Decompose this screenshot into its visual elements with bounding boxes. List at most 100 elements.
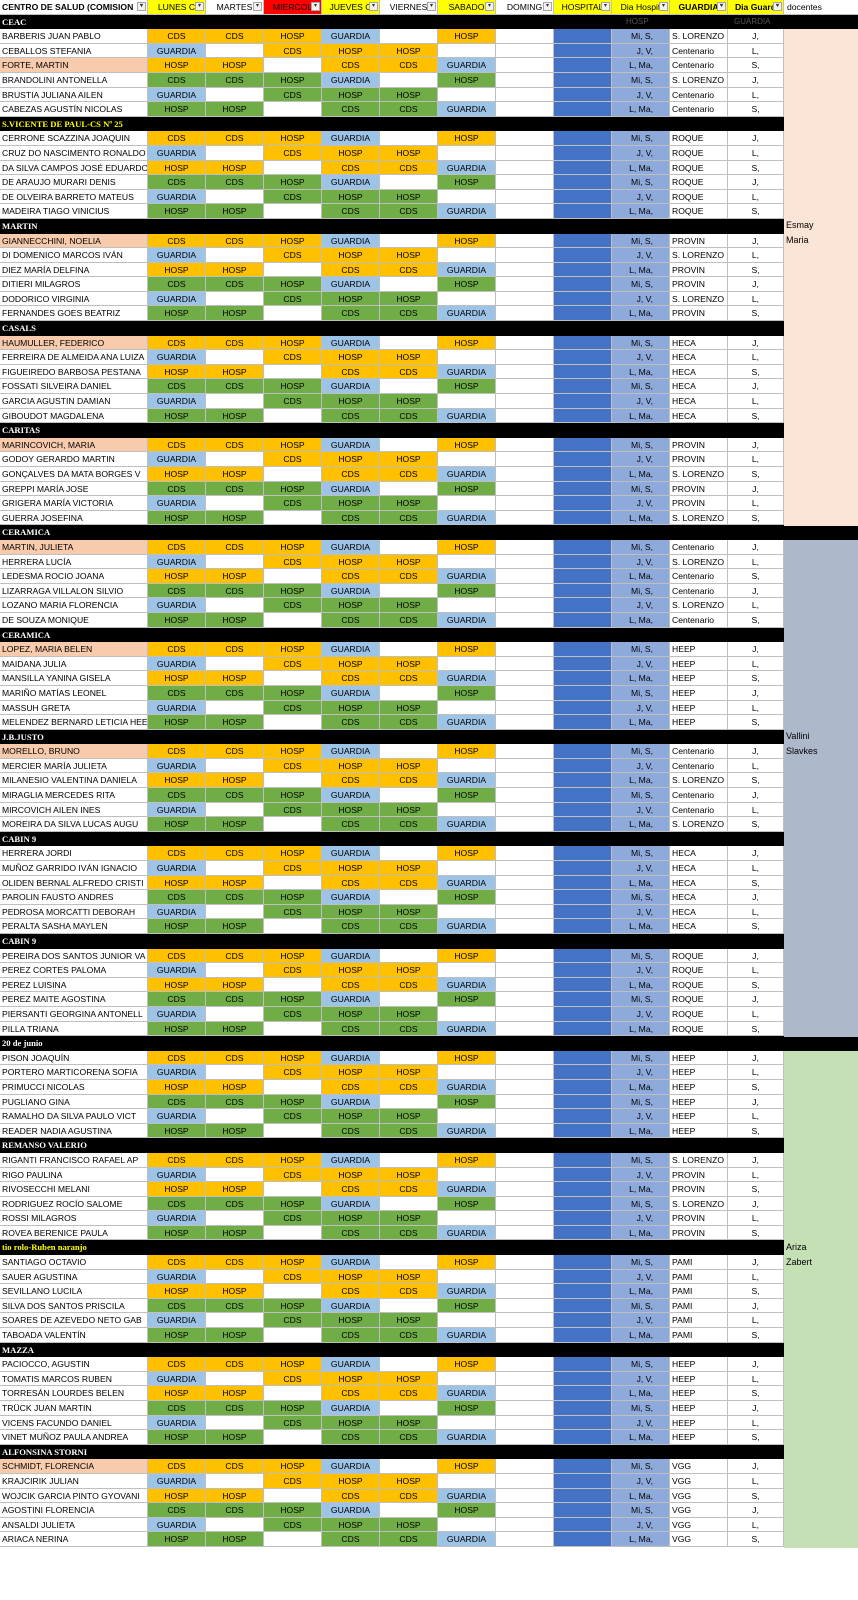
day-cell-jueves[interactable]: HOSP xyxy=(322,1269,380,1285)
student-name[interactable]: ROSSI MILAGROS xyxy=(0,1211,148,1226)
day-cell-domingo[interactable] xyxy=(496,467,554,482)
day-cell-miercoles[interactable]: CDS xyxy=(264,598,322,613)
dia-hospital-cell[interactable]: L, Ma, xyxy=(612,510,670,526)
dia-hospital-cell[interactable]: Mi, S, xyxy=(612,1459,670,1474)
day-cell-viernes[interactable]: HOSP xyxy=(380,350,438,365)
day-cell-miercoles[interactable]: HOSP xyxy=(264,72,322,88)
day-cell-jueves[interactable]: HOSP xyxy=(322,904,380,920)
dia-guardia-cell[interactable]: L, xyxy=(728,1006,784,1022)
day-cell-jueves[interactable]: CDS xyxy=(322,1532,380,1547)
day-cell-martes[interactable]: CDS xyxy=(206,1298,264,1314)
day-cell-domingo[interactable] xyxy=(496,131,554,146)
guardia-cell[interactable]: PROVIN xyxy=(670,1211,728,1226)
student-name[interactable]: RIGANTI FRANCISCO RAFAEL AP xyxy=(0,1152,148,1168)
day-cell-lunes[interactable]: GUARDIA xyxy=(148,189,206,205)
dia-guardia-cell[interactable]: S, xyxy=(728,102,784,117)
day-cell-lunes[interactable]: HOSP xyxy=(148,160,206,176)
day-cell-domingo[interactable] xyxy=(496,1357,554,1372)
day-cell-sabado[interactable] xyxy=(438,87,496,103)
day-cell-sabado[interactable]: HOSP xyxy=(438,1152,496,1168)
day-cell-sabado[interactable]: GUARDIA xyxy=(438,773,496,789)
day-cell-viernes[interactable]: CDS xyxy=(380,612,438,628)
dia-hospital-cell[interactable]: Mi, S, xyxy=(612,1255,670,1270)
hospital-cell[interactable] xyxy=(554,1517,612,1533)
day-cell-domingo[interactable] xyxy=(496,1386,554,1401)
day-cell-jueves[interactable]: GUARDIA xyxy=(322,437,380,453)
day-cell-lunes[interactable]: CDS xyxy=(148,335,206,351)
day-cell-martes[interactable]: CDS xyxy=(206,992,264,1007)
day-cell-viernes[interactable]: CDS xyxy=(380,306,438,322)
day-cell-miercoles[interactable]: HOSP xyxy=(264,277,322,292)
day-cell-lunes[interactable]: GUARDIA xyxy=(148,963,206,978)
day-cell-domingo[interactable] xyxy=(496,437,554,453)
day-cell-viernes[interactable] xyxy=(380,846,438,862)
student-name[interactable]: PACIOCCO, AGUSTIN xyxy=(0,1357,148,1372)
dia-hospital-cell[interactable]: Mi, S, xyxy=(612,481,670,497)
day-cell-miercoles[interactable]: HOSP xyxy=(264,175,322,190)
day-cell-martes[interactable]: HOSP xyxy=(206,1386,264,1401)
day-cell-martes[interactable]: CDS xyxy=(206,233,264,249)
day-cell-sabado[interactable] xyxy=(438,904,496,920)
guardia-cell[interactable]: S. LORENZO xyxy=(670,598,728,613)
hospital-cell[interactable] xyxy=(554,306,612,322)
student-name[interactable]: MERCIER MARÍA JULIETA xyxy=(0,758,148,774)
day-cell-viernes[interactable]: HOSP xyxy=(380,248,438,263)
day-cell-miercoles[interactable]: CDS xyxy=(264,248,322,263)
day-cell-lunes[interactable]: GUARDIA xyxy=(148,145,206,161)
guardia-cell[interactable]: HEEP xyxy=(670,1386,728,1401)
day-cell-viernes[interactable]: HOSP xyxy=(380,656,438,672)
day-cell-sabado[interactable]: GUARDIA xyxy=(438,1532,496,1547)
day-cell-domingo[interactable] xyxy=(496,919,554,934)
day-cell-domingo[interactable] xyxy=(496,539,554,555)
student-name[interactable]: GODOY GERARDO MARTIN xyxy=(0,452,148,467)
student-name[interactable]: SCHMIDT, FLORENCIA xyxy=(0,1459,148,1474)
dia-guardia-cell[interactable]: J, xyxy=(728,1152,784,1168)
student-name[interactable]: PEREIRA DOS SANTOS JUNIOR VA xyxy=(0,948,148,964)
day-cell-sabado[interactable]: GUARDIA xyxy=(438,817,496,832)
day-cell-jueves[interactable]: CDS xyxy=(322,1284,380,1299)
dia-guardia-cell[interactable]: S, xyxy=(728,1182,784,1197)
guardia-cell[interactable]: ROQUE xyxy=(670,1006,728,1022)
day-cell-jueves[interactable]: HOSP xyxy=(322,87,380,103)
day-cell-lunes[interactable]: GUARDIA xyxy=(148,1415,206,1431)
dia-guardia-cell[interactable]: J, xyxy=(728,992,784,1007)
student-name[interactable]: KRAJCIRIK JULIAN xyxy=(0,1473,148,1489)
day-cell-miercoles[interactable] xyxy=(264,1021,322,1037)
day-cell-martes[interactable]: CDS xyxy=(206,1152,264,1168)
dia-guardia-cell[interactable]: L, xyxy=(728,1269,784,1285)
day-cell-jueves[interactable]: GUARDIA xyxy=(322,1459,380,1474)
day-cell-jueves[interactable]: HOSP xyxy=(322,656,380,672)
day-cell-viernes[interactable]: CDS xyxy=(380,408,438,424)
hospital-cell[interactable] xyxy=(554,1473,612,1489)
day-cell-domingo[interactable] xyxy=(496,364,554,380)
dia-hospital-cell[interactable]: Mi, S, xyxy=(612,583,670,599)
day-cell-martes[interactable]: HOSP xyxy=(206,773,264,789)
dia-hospital-cell[interactable]: L, Ma, xyxy=(612,1488,670,1504)
day-cell-miercoles[interactable]: HOSP xyxy=(264,233,322,249)
guardia-cell[interactable]: HEEP xyxy=(670,1357,728,1372)
student-name[interactable]: SEVILLANO LUCILA xyxy=(0,1284,148,1299)
hospital-cell[interactable] xyxy=(554,350,612,365)
dia-guardia-cell[interactable]: L, xyxy=(728,43,784,59)
hospital-cell[interactable] xyxy=(554,364,612,380)
day-cell-martes[interactable]: CDS xyxy=(206,642,264,657)
day-cell-viernes[interactable]: HOSP xyxy=(380,189,438,205)
day-cell-martes[interactable]: CDS xyxy=(206,437,264,453)
day-cell-miercoles[interactable] xyxy=(264,1284,322,1299)
hospital-cell[interactable] xyxy=(554,233,612,249)
dia-guardia-cell[interactable]: S, xyxy=(728,1225,784,1241)
guardia-cell[interactable]: PROVIN xyxy=(670,1225,728,1241)
day-cell-viernes[interactable] xyxy=(380,481,438,497)
dia-guardia-cell[interactable]: S, xyxy=(728,875,784,891)
hospital-cell[interactable] xyxy=(554,1196,612,1212)
day-cell-jueves[interactable]: HOSP xyxy=(322,1006,380,1022)
student-name[interactable]: MARIÑO MATÍAS LEONEL xyxy=(0,685,148,701)
student-name[interactable]: PILLA TRIANA xyxy=(0,1021,148,1037)
day-cell-lunes[interactable]: HOSP xyxy=(148,204,206,219)
student-name[interactable]: GONÇALVES DA MATA BORGES V xyxy=(0,467,148,482)
hospital-cell[interactable] xyxy=(554,817,612,832)
day-cell-lunes[interactable]: CDS xyxy=(148,1094,206,1110)
day-cell-miercoles[interactable]: CDS xyxy=(264,1006,322,1022)
day-cell-sabado[interactable] xyxy=(438,452,496,467)
day-cell-lunes[interactable]: GUARDIA xyxy=(148,291,206,307)
